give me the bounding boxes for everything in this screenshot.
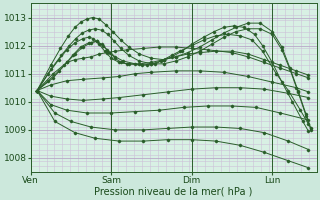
X-axis label: Pression niveau de la mer( hPa ): Pression niveau de la mer( hPa ) [94,187,253,197]
